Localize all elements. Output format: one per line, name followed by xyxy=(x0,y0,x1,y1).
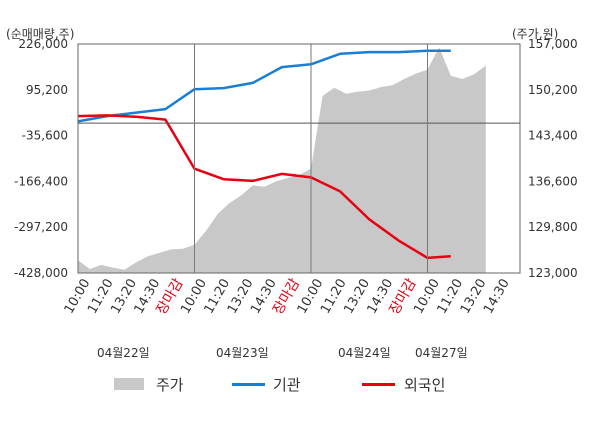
foreign-line xyxy=(77,114,451,260)
left-axis-unit: (순매매량,주) xyxy=(6,27,74,41)
legend-label-institution: 기관 xyxy=(273,376,301,394)
right-tick-label: 129,800 xyxy=(528,220,578,234)
right-axis-unit: (주가,원) xyxy=(512,27,558,41)
series-lines-layer xyxy=(77,49,451,260)
plot-frame xyxy=(77,43,521,274)
date-label: 04월23일 xyxy=(216,346,269,360)
legend-swatch-institution xyxy=(232,383,265,386)
legend-swatch-foreign xyxy=(362,383,395,386)
date-label: 04월22일 xyxy=(97,346,150,360)
date-label: 04월24일 xyxy=(338,346,391,360)
right-tick-label: 136,600 xyxy=(528,174,578,188)
left-tick-label: -166,400 xyxy=(14,174,68,188)
legend: 주가 기관 외국인 xyxy=(114,376,445,394)
price-area xyxy=(78,47,486,274)
legend-item-price[interactable]: 주가 xyxy=(114,376,184,394)
axis-ticks: 226,000 95,200 -35,600 -166,400 -297,200 -428… xyxy=(14,37,578,360)
legend-item-foreign[interactable]: 외국인 xyxy=(362,376,445,394)
legend-swatch-price xyxy=(114,378,144,390)
price-area-layer xyxy=(78,47,486,274)
legend-label-foreign: 외국인 xyxy=(404,376,445,394)
left-tick-label: 95,200 xyxy=(26,83,68,97)
right-tick-label: 143,400 xyxy=(528,129,578,143)
date-label: 04월27일 xyxy=(415,346,468,360)
left-tick-label: -297,200 xyxy=(14,220,68,234)
legend-label-price: 주가 xyxy=(156,376,184,394)
left-tick-label: -428,000 xyxy=(14,266,68,280)
left-tick-label: 226,000 xyxy=(18,37,68,51)
plot-border xyxy=(77,43,521,274)
left-tick-label: -35,600 xyxy=(22,129,68,143)
institution-line xyxy=(77,49,451,123)
legend-item-institution[interactable]: 기관 xyxy=(232,376,301,394)
right-tick-label: 150,200 xyxy=(528,83,578,97)
right-tick-label: 157,000 xyxy=(528,37,578,51)
right-tick-label: 123,000 xyxy=(528,266,578,280)
